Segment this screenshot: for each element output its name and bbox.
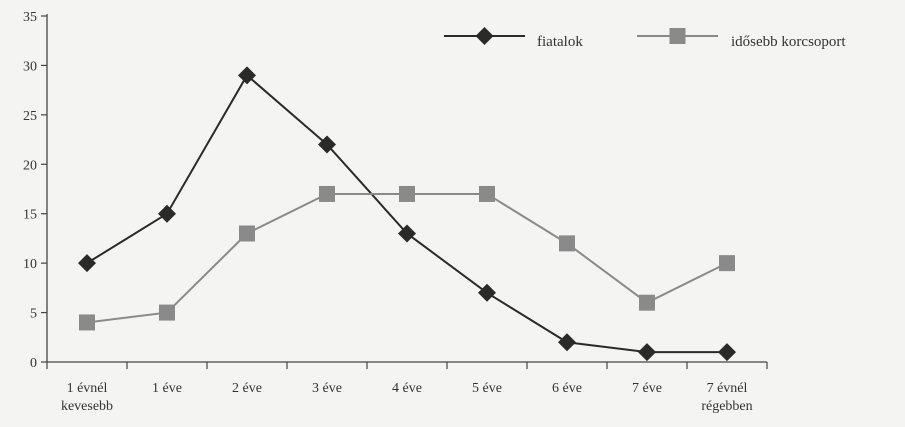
- x-tick-label: 5 éve: [472, 381, 502, 396]
- x-tick-label: 6 éve: [552, 381, 582, 396]
- x-tick-label-line: 2 éve: [232, 381, 262, 396]
- y-tick-label: 10: [23, 257, 37, 272]
- data-point: [718, 343, 736, 362]
- series-1: [79, 185, 735, 331]
- series-layer: [78, 66, 736, 362]
- data-point: [398, 224, 416, 243]
- data-point: [239, 225, 255, 242]
- data-point: [79, 314, 95, 331]
- x-tick-label: 1 éve: [152, 381, 182, 396]
- y-tick-label: 30: [23, 59, 37, 74]
- x-tick-label-line: régebben: [701, 399, 752, 414]
- axes: 0 5 10 15 20 25 30 35 1 évnél kevesebb 1 éve 2 éve 3…: [23, 10, 768, 414]
- series-line: [86, 73, 727, 354]
- data-point: [159, 304, 175, 321]
- data-point: [78, 254, 96, 273]
- data-point: [158, 204, 176, 223]
- legend-marker: [669, 28, 686, 44]
- x-tick-label-line: 7 éve: [632, 381, 662, 396]
- x-tick-label-line: kevesebb: [61, 399, 113, 414]
- legend-marker: [475, 27, 494, 45]
- x-tick-label: 7 évnél régebben: [701, 381, 752, 414]
- legend-item: idősebb korcsoport: [637, 28, 846, 50]
- data-point: [478, 283, 496, 302]
- y-tick-label: 20: [23, 158, 37, 173]
- legend-label: fiatalok: [537, 34, 583, 50]
- data-point: [318, 135, 336, 154]
- series-line: [86, 192, 728, 324]
- y-tick-label: 35: [23, 10, 37, 25]
- series-0: [78, 66, 736, 362]
- data-point: [719, 255, 735, 272]
- y-tick-label: 15: [23, 208, 37, 223]
- data-point: [319, 185, 335, 202]
- x-tick-label-line: 6 éve: [552, 381, 582, 396]
- data-point: [638, 343, 656, 362]
- legend: fiatalok idősebb korcsoport: [444, 27, 846, 50]
- data-point: [479, 185, 495, 202]
- data-point: [559, 235, 575, 252]
- x-tick-label-line: 1 évnél: [67, 381, 108, 396]
- y-tick-label: 0: [30, 356, 37, 371]
- legend-item: fiatalok: [444, 27, 583, 50]
- data-point: [238, 66, 256, 85]
- x-tick-label: 3 éve: [312, 381, 342, 396]
- x-tick-label-line: 3 éve: [312, 381, 342, 396]
- data-point: [639, 294, 655, 311]
- x-tick-label: 2 éve: [232, 381, 262, 396]
- x-tick-label-line: 5 éve: [472, 381, 502, 396]
- x-tick-label-line: 1 éve: [152, 381, 182, 396]
- x-tick-label-line: 7 évnél: [707, 381, 748, 396]
- y-tick-label: 25: [23, 109, 37, 124]
- x-tick-label: 1 évnél kevesebb: [61, 381, 113, 414]
- x-tick-label: 4 éve: [392, 381, 422, 396]
- y-tick-label: 5: [30, 307, 37, 322]
- data-point: [558, 333, 576, 352]
- data-point: [399, 185, 415, 202]
- x-tick-label: 7 éve: [632, 381, 662, 396]
- legend-label: idősebb korcsoport: [731, 34, 846, 50]
- x-tick-label-line: 4 éve: [392, 381, 422, 396]
